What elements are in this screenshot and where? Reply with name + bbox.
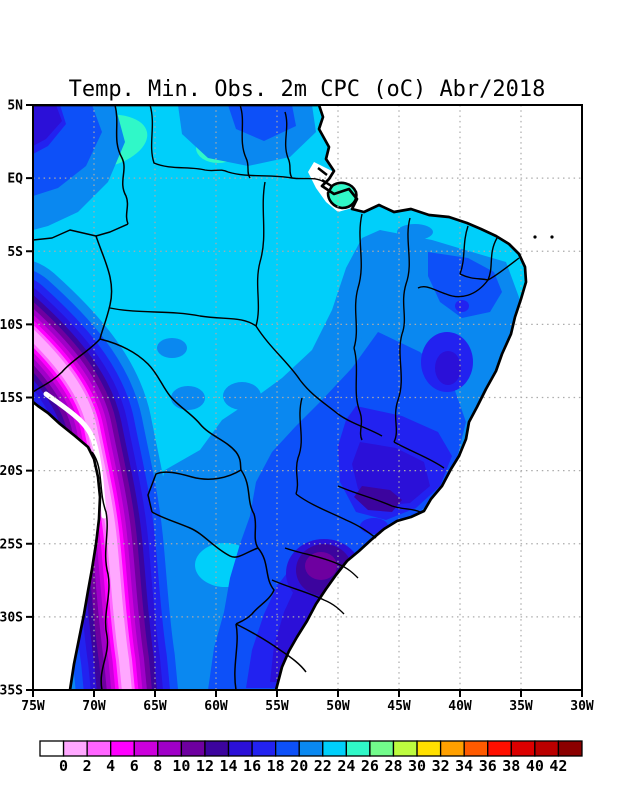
colorbar-cell [345,740,371,757]
lon-label: 70W [82,699,106,714]
colorbar-tick-label: 0 [59,757,68,775]
colorbar-cell [62,740,88,757]
atlantic-islands [533,235,554,239]
colorbar-tick-label: 30 [408,757,426,775]
colorbar-tick-label: 36 [479,757,497,775]
lon-label: 65W [143,699,167,714]
colorbar-cell [369,740,395,757]
colorbar-tick-label: 2 [83,757,92,775]
colorbar-cell [439,740,465,757]
lat-label: 15S [0,391,23,406]
colorbar-tick-label: 34 [455,757,473,775]
lon-label: 40W [448,699,472,714]
cold-10-12-core [305,552,337,580]
colorbar: 0 2 4 6 8 10 12 14 16 18 20 22 24 26 28 30 32 34 36 38 40 42 [39,740,583,775]
colorbar-cell [110,740,135,757]
lat-label: 25S [0,537,23,552]
colorbar-tick-label: 6 [130,757,139,775]
colorbar-cell [251,740,277,757]
colorbar-cell [322,740,347,757]
colorbar-cell [157,740,183,757]
colorbar-cell [275,740,300,757]
lon-label: 50W [326,699,350,714]
colorbar-cell [39,740,65,757]
longitude-axis: 75W 70W 65W 60W 55W 50W 45W 40W 35W 30W [21,690,594,714]
map-plot [14,105,582,702]
gridlines [33,105,582,690]
colorbar-tick-label: 20 [290,757,308,775]
colorbar-tick-label: 38 [502,757,520,775]
colorbar-cell [86,740,112,757]
colorbar-tick-label: 16 [243,757,261,775]
colorbar-cell [298,740,324,757]
lat-label: 35S [0,684,23,699]
colorbar-tick-label: 4 [106,757,115,775]
lon-label: 60W [204,699,228,714]
lon-label: 45W [387,699,411,714]
land-fill [14,105,526,702]
colorbar-cell [534,740,560,757]
lon-label: 55W [265,699,289,714]
lat-label: EQ [7,172,23,187]
state-borders [109,105,520,615]
colorbar-tick-label: 24 [337,757,355,775]
lat-label: 5S [7,245,23,260]
colorbar-cell [180,740,206,757]
lon-label: 75W [21,699,45,714]
colorbar-cell [416,740,442,757]
colorbar-tick-label: 26 [361,757,379,775]
colorbar-tick-label: 14 [219,757,237,775]
andes-cold-band [14,318,128,702]
lat-label: 5N [7,99,23,114]
colorbar-cell [392,740,418,757]
colorbar-cell [510,740,536,757]
colorbar-cell [557,740,583,757]
lat-label: 10S [0,318,23,333]
colorbar-tick-label: 42 [549,757,567,775]
country-borders [33,105,307,690]
lon-label: 30W [570,699,594,714]
colorbar-cell [133,740,159,757]
colorbar-tick-label: 12 [196,757,214,775]
lon-label: 35W [509,699,533,714]
colorbar-tick-label: 8 [153,757,162,775]
lat-label: 20S [0,464,23,479]
colorbar-tick-label: 32 [432,757,450,775]
colorbar-tick-label: 18 [267,757,285,775]
colorbar-cell [487,740,512,757]
latitude-axis: 5N EQ 5S 10S 15S 20S 25S 30S 35S [0,99,33,699]
lat-label: 30S [0,610,23,625]
figure-title: Temp. Min. Obs. 2m CPC (oC) Abr/2018 [69,77,546,102]
colorbar-cell [463,740,489,757]
colorbar-cell [204,740,230,757]
colorbar-cell [227,740,253,757]
colorbar-tick-label: 22 [314,757,332,775]
colorbar-tick-label: 28 [384,757,402,775]
colorbar-tick-label: 10 [172,757,190,775]
colorbar-tick-label: 40 [526,757,544,775]
